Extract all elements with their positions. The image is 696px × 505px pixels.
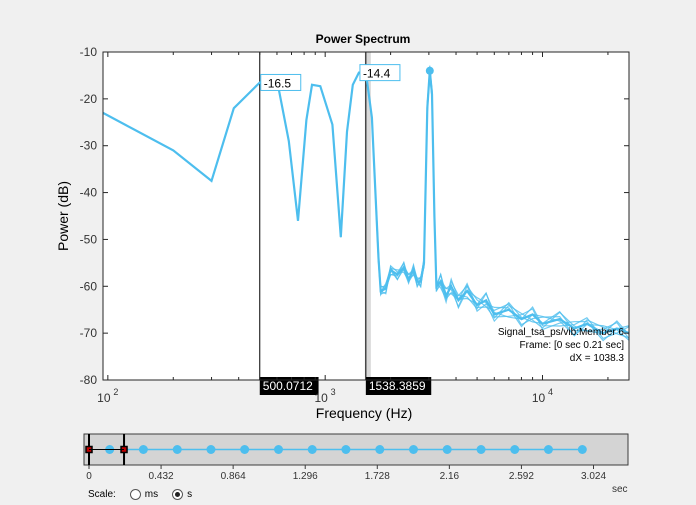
radio-ms-label: ms: [144, 488, 159, 500]
x-axis-label: Frequency (Hz): [316, 405, 412, 421]
annotation-layer: -16.5 -14.4: [260, 64, 401, 91]
slider-point[interactable]: [307, 445, 317, 454]
info-line: dX = 1038.3: [570, 353, 625, 364]
radio-ms[interactable]: ms: [129, 488, 159, 500]
y-axis-label: Power (dB): [55, 181, 71, 251]
y-tick-label: -20: [80, 92, 98, 106]
slider-tick-label: 2.16: [440, 471, 460, 482]
series-layer: [103, 65, 629, 342]
x-tick-exponent: 2: [113, 387, 118, 397]
scale-label: Scale:: [88, 488, 116, 500]
x-tick-label: 10: [532, 391, 546, 405]
slider-point[interactable]: [341, 445, 351, 454]
cursor-value-label: 500.0712: [263, 379, 313, 393]
slider-tick-label: 0: [86, 471, 92, 482]
slider-point[interactable]: [240, 445, 250, 454]
slider-tick-label: 2.592: [509, 471, 534, 482]
plot-border: [102, 51, 630, 381]
cursor-value-box: [259, 377, 319, 395]
slider-point[interactable]: [442, 445, 452, 454]
radio-s[interactable]: s: [172, 488, 193, 500]
time-slider[interactable]: 0 0.432 0.864 1.296 1.728 2.16 2.592 3.024: [83, 433, 629, 482]
scale-selector: Scale: ms s: [88, 486, 206, 502]
slider-tick-label: 1.728: [365, 471, 390, 482]
slider-point[interactable]: [476, 445, 486, 454]
slider-point[interactable]: [375, 445, 385, 454]
slider-unit-label: sec: [612, 484, 628, 495]
slider-point[interactable]: [206, 445, 216, 454]
slider-tick-label: 0.864: [221, 471, 246, 482]
radio-s-label: s: [187, 488, 193, 500]
x-axis: 10 2 10 3 10 4: [97, 52, 609, 405]
x-tick-exponent: 3: [331, 387, 336, 397]
y-tick-label: -60: [80, 279, 98, 293]
x-tick-exponent: 4: [548, 387, 553, 397]
info-line: Signal_tsa_ps/vib:Member 6: [498, 327, 625, 338]
datatip-box[interactable]: [359, 64, 401, 82]
y-tick-label: -10: [80, 45, 98, 59]
slider-point[interactable]: [408, 445, 418, 454]
slider-point[interactable]: [172, 445, 182, 454]
info-line: Frame: [0 sec 0.21 sec]: [520, 340, 625, 351]
cursor-layer: 500.0712 1538.3859: [259, 52, 432, 395]
slider-point[interactable]: [138, 445, 148, 454]
slider-point[interactable]: [577, 445, 587, 454]
peak-marker[interactable]: [425, 66, 434, 75]
y-axis: -10 -20 -30 -40 -50 -60 -70 -80: [80, 45, 629, 387]
info-overlay: Signal_tsa_ps/vib:Member 6 Frame: [0 sec …: [498, 327, 625, 364]
y-tick-label: -50: [80, 232, 98, 246]
spectrum-line[interactable]: [103, 70, 629, 335]
radio-ms-circle[interactable]: [129, 488, 141, 500]
y-tick-label: -40: [80, 186, 98, 200]
cursor-value-box: [365, 377, 432, 395]
cursor-band: [364, 52, 371, 380]
datatip-box[interactable]: [260, 73, 302, 91]
slider-point[interactable]: [510, 445, 520, 454]
slider-tick-label: 1.296: [293, 471, 318, 482]
y-tick-label: -30: [80, 139, 98, 153]
datatip-label: -14.4: [363, 67, 391, 81]
slider-tick-label: 3.024: [581, 471, 606, 482]
slider-point[interactable]: [274, 445, 284, 454]
x-tick-label: 10: [314, 391, 328, 405]
chart-title: Power Spectrum: [316, 32, 411, 46]
radio-s-circle[interactable]: [172, 488, 184, 500]
datatip-label: -16.5: [264, 76, 292, 90]
slider-point[interactable]: [543, 445, 553, 454]
y-tick-label: -80: [80, 373, 98, 387]
y-tick-label: -70: [80, 326, 98, 340]
slider-tick-label: 0.432: [149, 471, 174, 482]
cursor-value-label: 1538.3859: [369, 379, 426, 393]
x-tick-label: 10: [97, 391, 111, 405]
